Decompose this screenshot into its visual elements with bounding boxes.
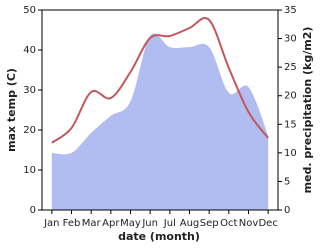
y2-axis-label: med. precipitation (kg/m2) xyxy=(301,27,314,194)
y-tick-label: 50 xyxy=(23,5,36,16)
y-tick-label: 0 xyxy=(30,205,36,216)
y-tick-label: 40 xyxy=(23,45,36,56)
x-tick-label: Mar xyxy=(82,218,102,229)
x-tick-label: Feb xyxy=(63,218,81,229)
y2-tick-label: 0 xyxy=(284,205,290,216)
x-tick-label: Nov xyxy=(239,218,259,229)
y-tick-label: 20 xyxy=(23,125,36,136)
y2-tick-label: 35 xyxy=(284,5,297,16)
x-tick-label: Jul xyxy=(163,218,176,229)
y2-tick-label: 5 xyxy=(284,176,290,187)
y2-tick-label: 10 xyxy=(284,148,297,159)
y2-tick-label: 30 xyxy=(284,34,297,45)
x-tick-label: Apr xyxy=(102,218,120,229)
x-tick-label: Sep xyxy=(200,218,219,229)
x-tick-label: May xyxy=(120,218,141,229)
x-tick-label: Dec xyxy=(258,218,277,229)
x-tick-label: Jan xyxy=(43,218,59,229)
y-tick-label: 10 xyxy=(23,165,36,176)
x-axis-label: date (month) xyxy=(118,230,200,243)
x-tick-label: Aug xyxy=(180,218,200,229)
y2-tick-label: 15 xyxy=(284,119,297,130)
y-axis-label: max temp (C) xyxy=(5,68,18,152)
temperature-line xyxy=(51,17,269,144)
precipitation-area xyxy=(51,33,269,210)
y-tick-label: 30 xyxy=(23,85,36,96)
x-tick-label: Oct xyxy=(220,218,237,229)
chart: date (month) max temp (C) med. precipita… xyxy=(5,5,314,243)
y2-tick-label: 20 xyxy=(284,91,297,102)
x-tick-label: Jun xyxy=(141,218,158,229)
y2-tick-label: 25 xyxy=(284,62,297,73)
